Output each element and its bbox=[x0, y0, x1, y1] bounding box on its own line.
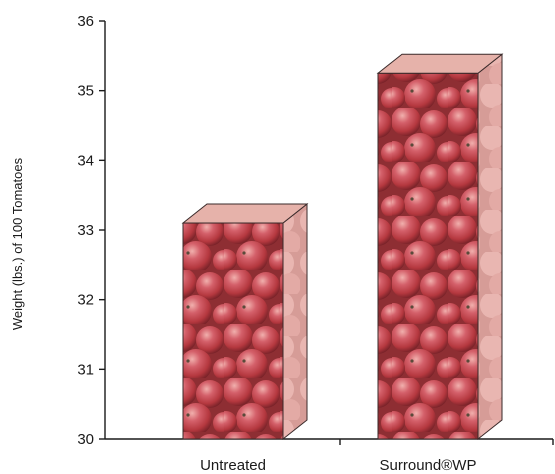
labels-group: 30 31 32 33 34 35 36 Weight (lbs.) of 100 Tomat… bbox=[10, 13, 476, 474]
bars-group bbox=[181, 53, 504, 441]
bar-front-face bbox=[377, 72, 479, 440]
y-tick-label: 36 bbox=[77, 13, 94, 30]
bar-top-face bbox=[376, 53, 504, 74]
x-category-label: Surround®WP bbox=[380, 457, 477, 474]
y-tick-label: 30 bbox=[77, 431, 94, 448]
y-tick-label: 32 bbox=[77, 292, 94, 309]
bar-top-face bbox=[181, 203, 309, 224]
y-tick-label: 34 bbox=[77, 152, 94, 169]
bar-side-face bbox=[477, 53, 503, 441]
bar-side-face bbox=[282, 202, 308, 441]
y-tick-label: 33 bbox=[77, 222, 94, 239]
y-tick-label: 35 bbox=[77, 83, 94, 100]
bar-1 bbox=[181, 202, 309, 441]
bar-2 bbox=[376, 53, 504, 441]
x-category-label: Untreated bbox=[200, 457, 266, 474]
y-axis-title: Weight (lbs.) of 100 Tomatoes bbox=[10, 157, 25, 330]
bar-front-face bbox=[182, 222, 284, 440]
y-tick-label: 31 bbox=[77, 361, 94, 378]
